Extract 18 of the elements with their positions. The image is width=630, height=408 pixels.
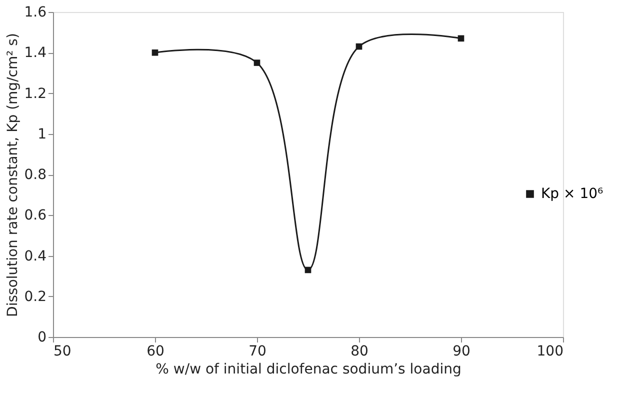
y-tick-label: 0 [38, 330, 46, 346]
y-tick-label: 1.6 [24, 4, 47, 20]
x-tick-label: 100 [536, 344, 564, 360]
y-tick-label: 1 [38, 126, 46, 142]
x-axis-title: % w/w of initial diclofenac sodium’s loading [156, 362, 462, 378]
y-tick-label: 0.2 [24, 288, 46, 305]
legend-label: Kp × 10⁶ [541, 186, 604, 202]
x-tick-label: 70 [248, 344, 266, 360]
y-tick-label: 0.8 [24, 167, 46, 183]
x-tick-label: 90 [452, 344, 470, 360]
x-tick-label: 80 [350, 344, 368, 360]
y-tick-label: 1.4 [24, 45, 47, 62]
y-axis-title: Dissolution rate constant, Kp (mg/cm² s) [5, 33, 22, 317]
y-tick-label: 1.2 [24, 86, 46, 102]
x-tick-label: 60 [146, 344, 164, 360]
y-tick-label: 0.4 [24, 248, 47, 264]
y-tick-label: 0.6 [24, 208, 47, 224]
x-tick-label: 50 [54, 344, 72, 360]
